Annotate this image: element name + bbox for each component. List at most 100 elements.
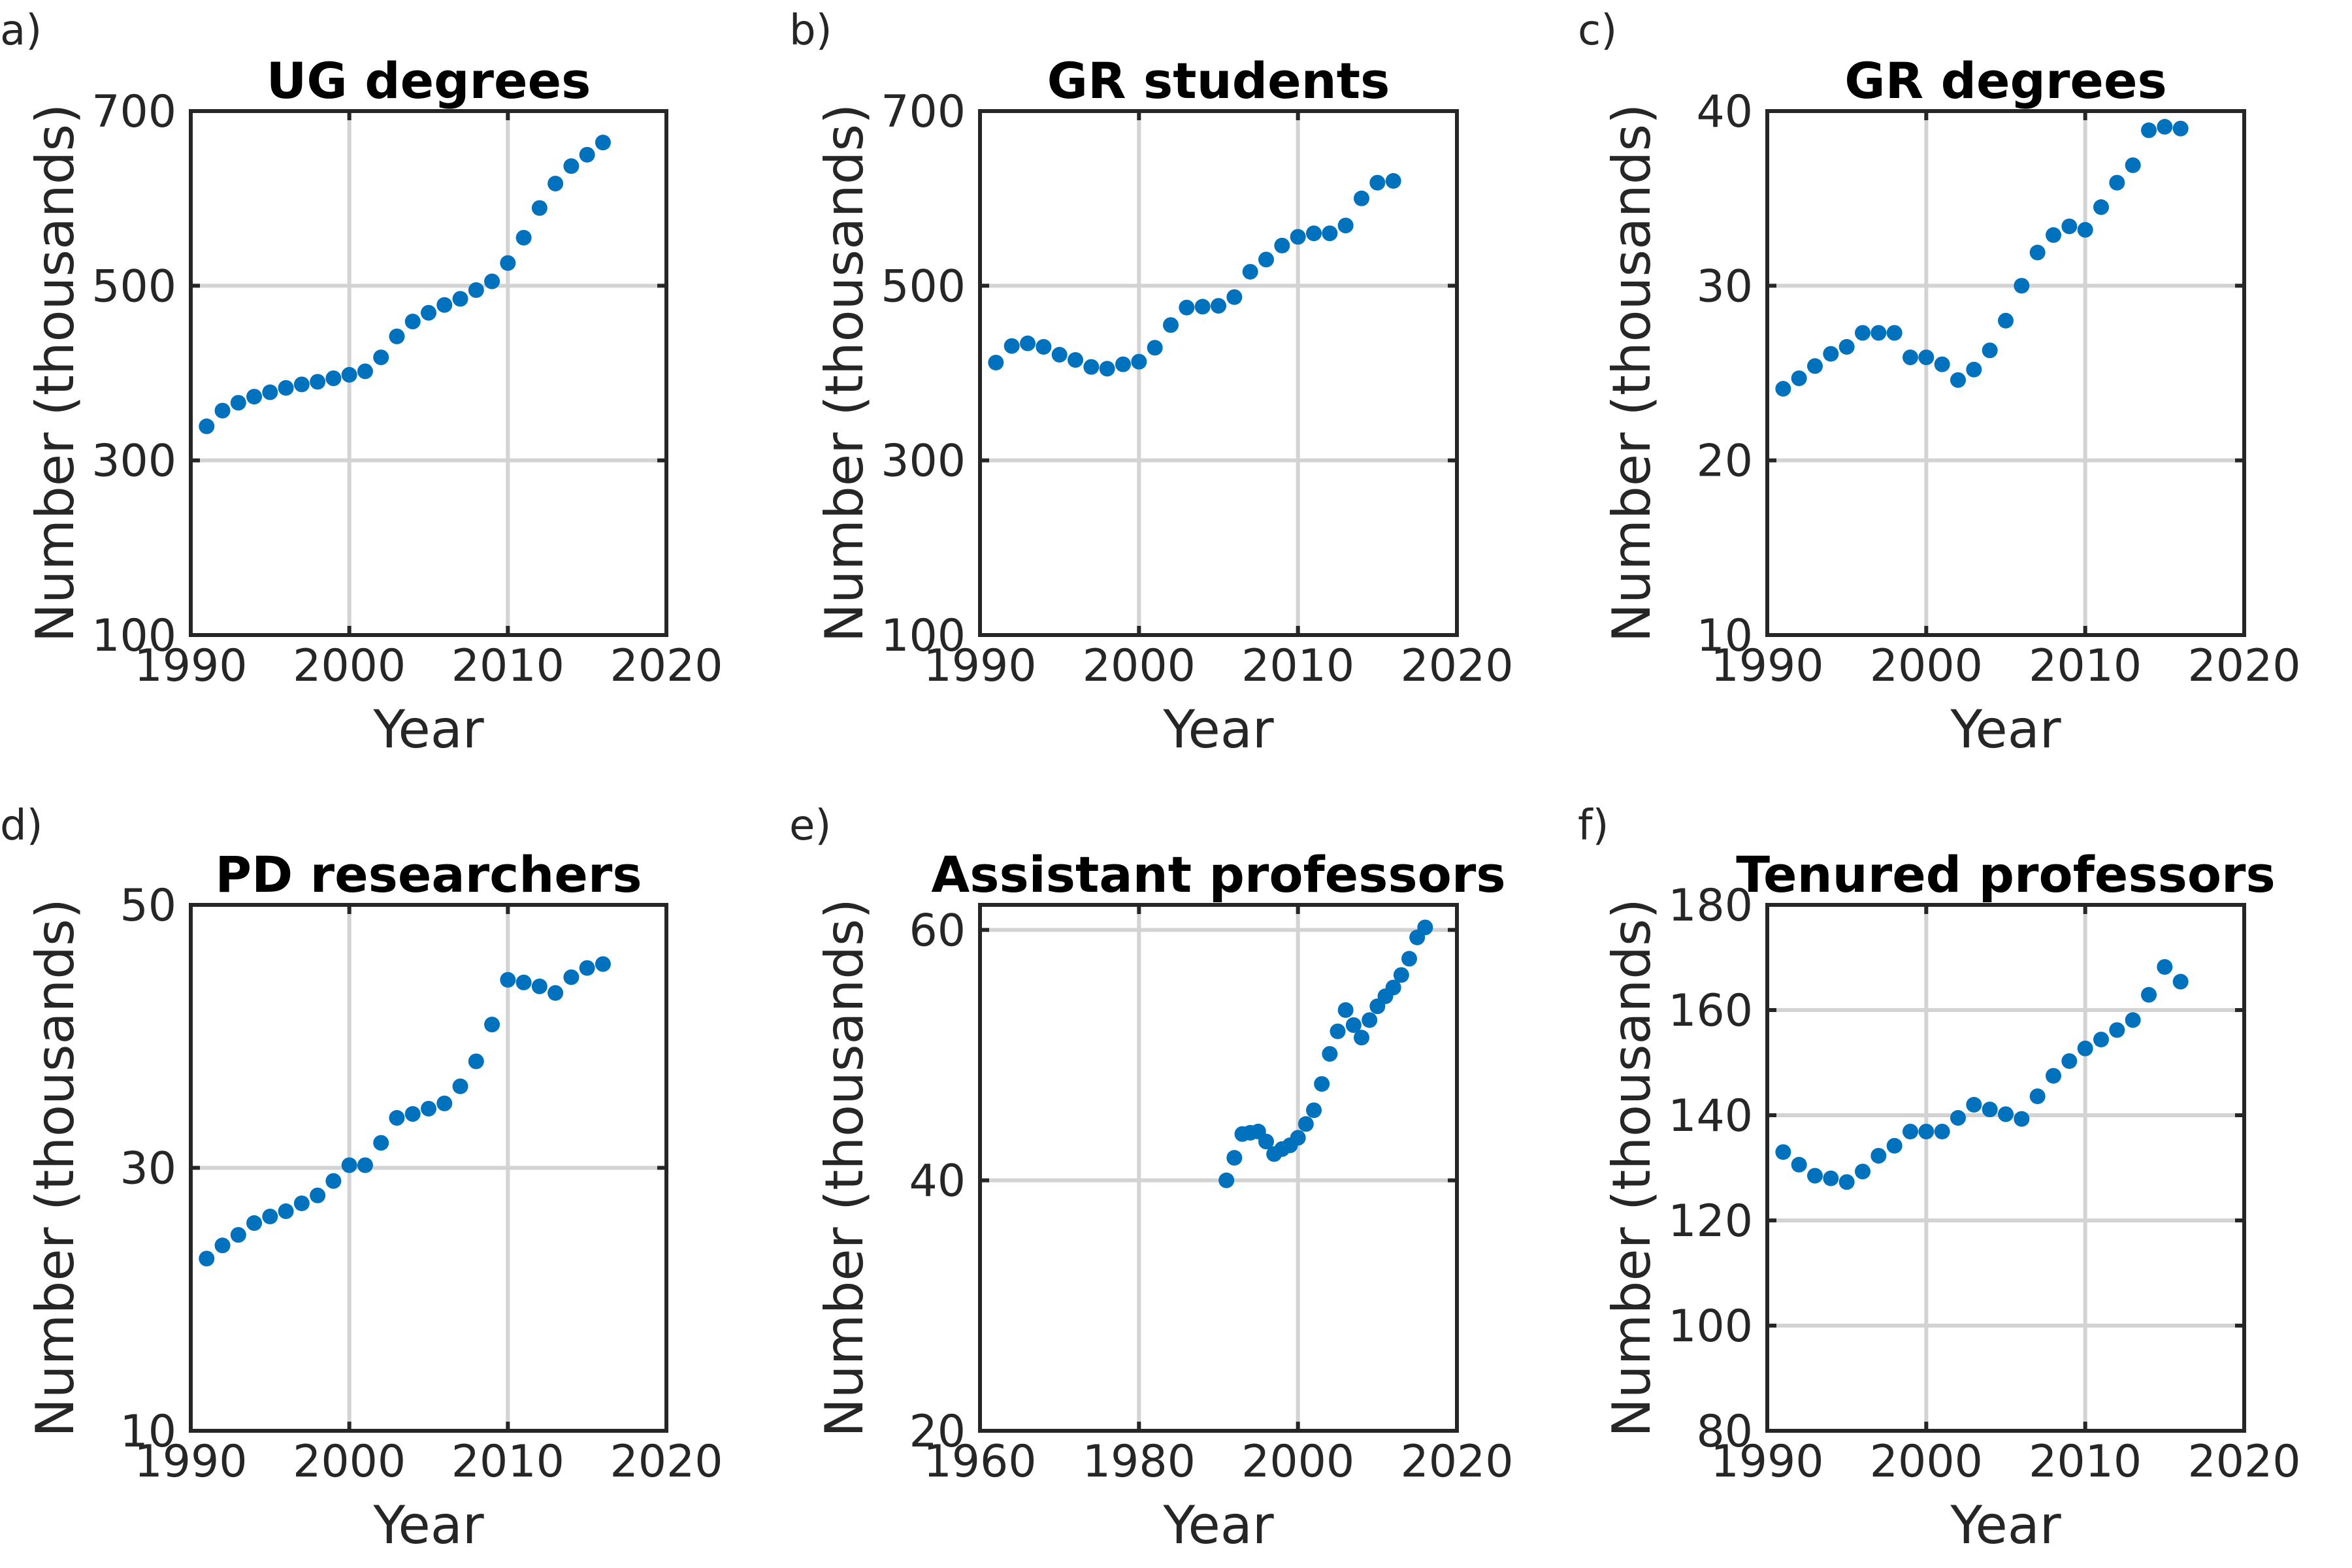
x-tick-label: 2020 [610,1436,723,1488]
data-point [1330,1023,1346,1039]
data-point [230,1227,246,1243]
axes-frame [1765,903,2246,1433]
data-point [579,146,595,163]
y-tick-label: 100 [91,610,176,662]
data-point [262,1208,278,1224]
data-point [1886,1137,1903,1154]
data-point [278,1203,294,1219]
data-point [1934,1123,1950,1139]
data-point [373,349,389,365]
data-point [1345,1017,1362,1033]
y-tick-label: 700 [881,86,966,138]
data-point [1258,252,1274,268]
data-point [1950,1110,1966,1126]
panel-letter: a) [0,7,42,55]
x-axis-label: Year [372,699,483,760]
data-point [2141,122,2157,139]
panel-letter: e) [789,802,831,850]
data-point [421,1100,436,1117]
x-tick-label: 2010 [451,640,564,692]
panel-title: PD researchers [215,845,642,904]
y-tick-label: 500 [91,261,176,312]
y-tick-label: 300 [91,436,176,487]
data-point [278,380,294,396]
data-point [2077,1040,2093,1056]
data-point [531,200,547,216]
data-point [1775,381,1791,397]
panel-title: UG degrees [267,52,591,110]
data-point [2125,157,2141,173]
data-point [262,384,278,400]
y-tick-label: 160 [1668,985,1753,1037]
axes-frame [1765,109,2246,637]
data-point [2172,120,2189,137]
data-point [1807,358,1823,374]
x-tick-label: 2000 [293,1436,406,1488]
y-tick-label: 100 [1668,1301,1753,1352]
x-tick-label: 2020 [1400,640,1513,692]
data-point [1775,1144,1791,1160]
data-point [1982,342,1998,359]
data-point [1838,338,1855,355]
data-point [1115,356,1131,372]
data-point [1242,263,1258,280]
data-point [310,374,326,390]
x-tick-label: 2000 [1083,640,1196,692]
data-point [1314,1076,1330,1092]
x-tick-label: 2000 [293,640,406,692]
y-tick-label: 120 [1668,1196,1753,1247]
panel-title: GR students [1047,52,1390,110]
data-point [1870,325,1887,341]
data-point [1998,312,2014,329]
y-axis-label: Number (thousands) [25,898,86,1437]
y-tick-label: 30 [1696,261,1753,312]
data-point [1966,1096,1982,1113]
data-point [1903,1123,1918,1139]
data-point [2046,227,2061,243]
panel-title: Assistant professors [931,845,1505,904]
data-point [1838,1174,1855,1190]
y-tick-label: 20 [909,1406,966,1458]
panel-letter: c) [1578,7,1617,55]
x-axis-label: Year [372,1495,483,1556]
data-point [579,960,595,976]
data-point [1179,299,1195,316]
y-axis-label: Number (thousands) [25,104,86,643]
data-point [325,1173,342,1189]
x-axis-label: Year [1950,1495,2061,1556]
data-point [988,354,1004,370]
data-point [1322,1046,1338,1062]
data-point [389,1110,405,1126]
axes-frame [978,109,1459,637]
x-tick-label: 1990 [134,1436,247,1488]
data-point [1385,172,1401,189]
y-axis-label: Number (thousands) [1601,104,1662,643]
x-tick-label: 2000 [1870,640,1983,692]
data-point [2141,987,2157,1003]
data-point [2061,1053,2078,1070]
data-point [1998,1106,2014,1122]
data-point [1393,967,1409,983]
data-point [515,229,532,246]
data-point [547,175,564,191]
data-point [1298,1116,1314,1132]
x-axis-label: Year [1162,699,1273,760]
data-point [531,978,547,994]
y-tick-label: 140 [1668,1090,1753,1142]
data-point [214,402,231,419]
data-point [1322,225,1338,242]
data-point [1036,338,1052,355]
y-tick-label: 60 [909,905,966,956]
data-point [1290,229,1306,245]
data-point [2109,1022,2125,1038]
data-point [1290,1130,1306,1146]
y-tick-label: 30 [120,1143,176,1195]
x-tick-label: 2000 [1241,1436,1354,1488]
data-point [2029,1088,2046,1105]
data-point [1982,1102,1998,1118]
data-point [1791,370,1807,387]
x-tick-label: 1990 [1710,640,1823,692]
data-point [563,969,580,985]
data-point [1918,1123,1935,1139]
